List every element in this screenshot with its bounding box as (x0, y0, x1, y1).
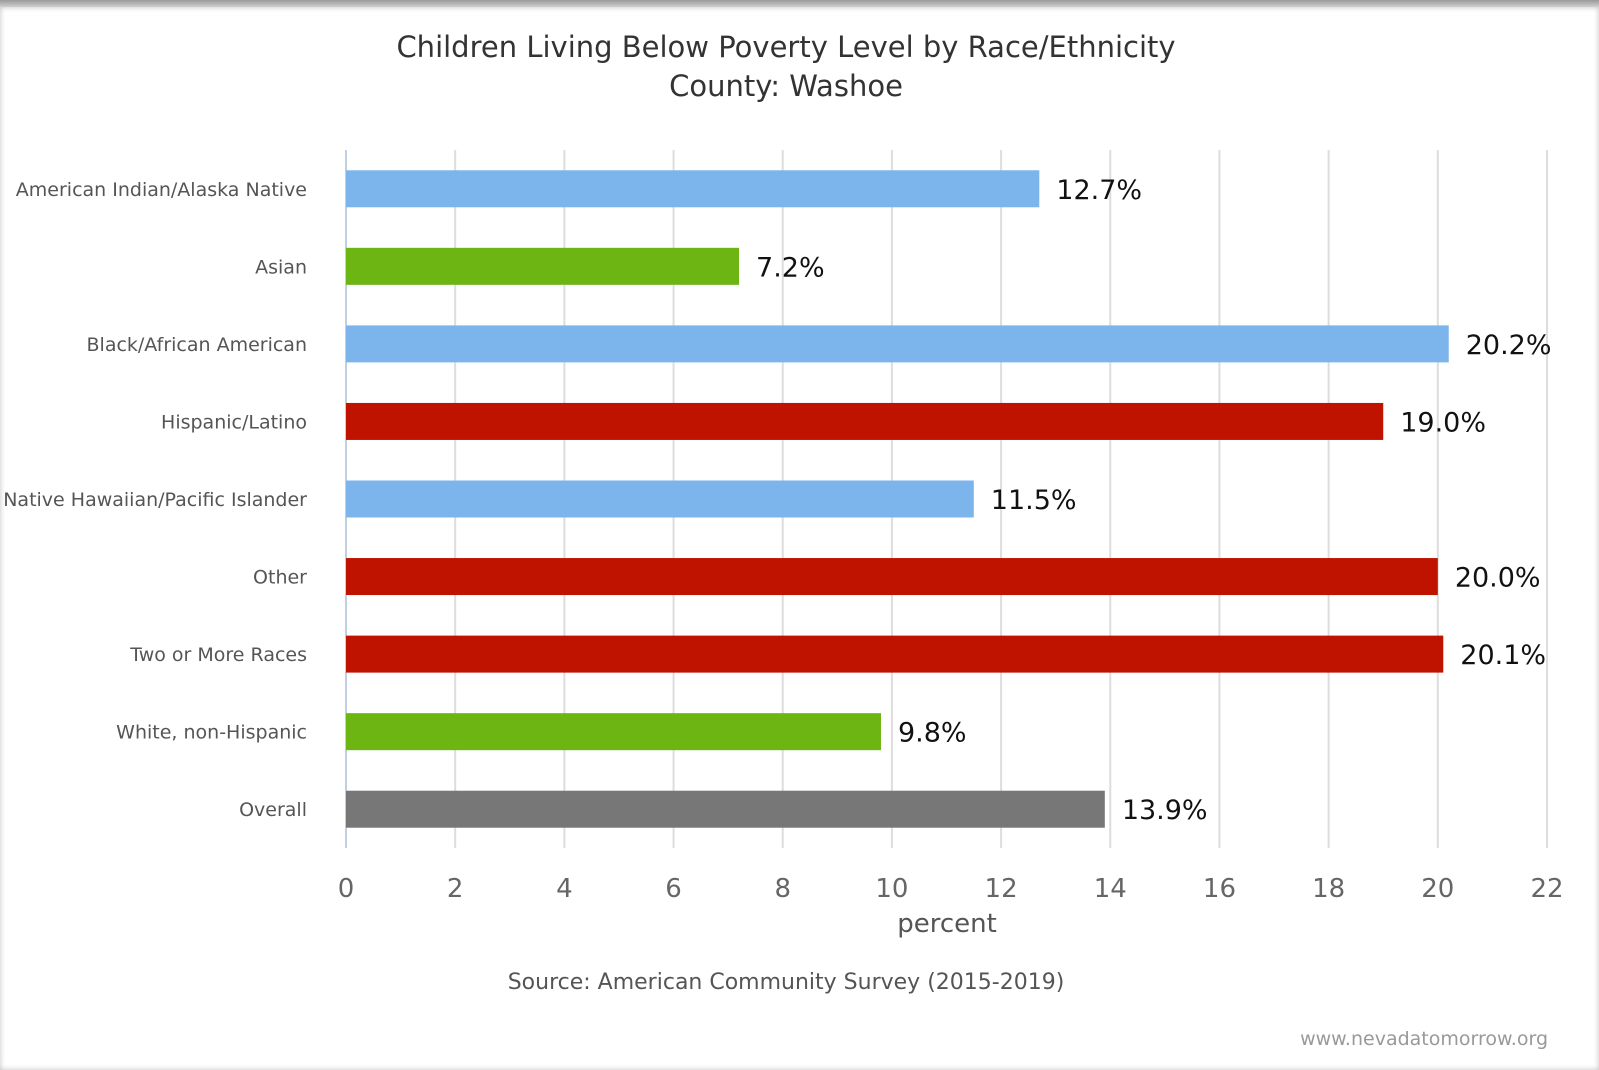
bar-3[interactable] (346, 402, 1384, 440)
category-label-3: Hispanic/Latino (161, 411, 307, 433)
category-label-7: White, non-Hispanic (116, 722, 307, 744)
data-label-6: 20.1% (1460, 640, 1546, 671)
credit-link[interactable]: www.nevadatomorrow.org (1300, 1028, 1548, 1050)
bar-0[interactable] (346, 170, 1040, 208)
data-label-7: 9.8% (898, 718, 967, 749)
x-tick-label-10: 10 (875, 874, 908, 904)
bar-2[interactable] (346, 325, 1449, 363)
chart-subtitle: County: Washoe (669, 69, 903, 103)
category-label-2: Black/African American (87, 334, 308, 356)
bar-6[interactable] (346, 635, 1444, 673)
x-tick-label-22: 22 (1530, 874, 1563, 904)
data-label-5: 20.0% (1455, 563, 1541, 594)
bar-1[interactable] (346, 247, 740, 285)
bar-7[interactable] (346, 713, 881, 751)
chart-title: Children Living Below Poverty Level by R… (396, 30, 1175, 64)
source-note: Source: American Community Survey (2015-… (508, 970, 1065, 995)
category-label-6: Two or More Races (129, 644, 307, 666)
bar-4[interactable] (346, 480, 974, 518)
category-label-4: Native Hawaiian/Pacific Islander (3, 489, 307, 511)
bars (346, 170, 1449, 828)
x-tick-label-4: 4 (556, 874, 573, 904)
x-tick-label-8: 8 (774, 874, 791, 904)
top-border (0, 0, 1599, 7)
data-label-0: 12.7% (1056, 175, 1142, 206)
category-label-1: Asian (255, 256, 307, 278)
labels: 0 2 4 6 8 10 12 14 16 18 20 22 American Indian/Alask… (3, 175, 1563, 904)
category-label-5: Other (253, 567, 307, 589)
data-label-4: 11.5% (991, 485, 1077, 516)
x-tick-label-6: 6 (665, 874, 682, 904)
bar-5[interactable] (346, 558, 1438, 596)
bar-8[interactable] (346, 790, 1105, 828)
x-tick-label-2: 2 (447, 874, 464, 904)
data-label-3: 19.0% (1400, 407, 1486, 438)
category-label-0: American Indian/Alaska Native (16, 179, 307, 201)
x-axis-title: percent (897, 909, 997, 939)
data-label-1: 7.2% (756, 252, 825, 283)
x-tick-label-20: 20 (1421, 874, 1454, 904)
x-tick-label-14: 14 (1094, 874, 1127, 904)
data-label-2: 20.2% (1466, 330, 1552, 361)
x-tick-label-12: 12 (985, 874, 1018, 904)
x-tick-label-0: 0 (338, 874, 355, 904)
x-tick-label-18: 18 (1312, 874, 1345, 904)
x-tick-label-16: 16 (1203, 874, 1236, 904)
category-label-8: Overall (239, 799, 307, 821)
data-label-8: 13.9% (1122, 795, 1208, 826)
